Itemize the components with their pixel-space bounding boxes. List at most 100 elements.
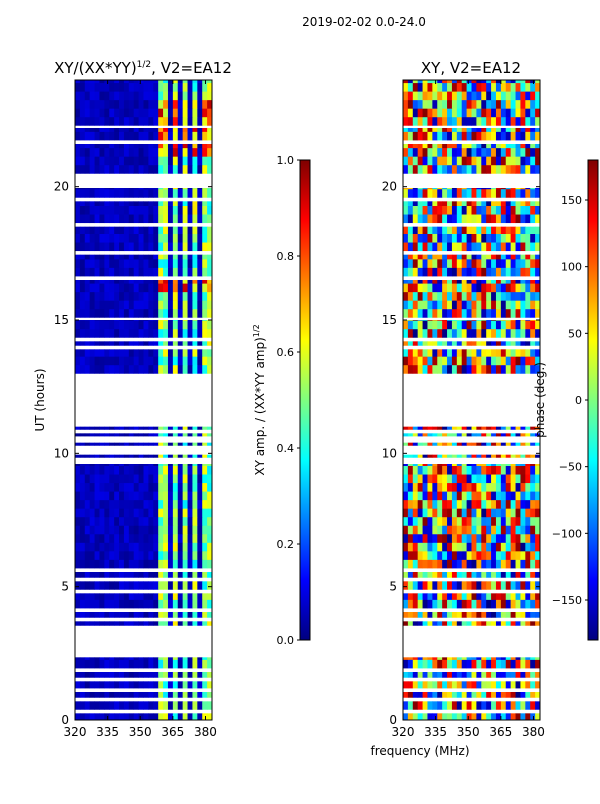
- phase-heatmap-cell: [422, 128, 428, 132]
- phase-heatmap-cell: [486, 612, 492, 618]
- amp-heatmap-cell: [197, 156, 203, 166]
- amp-heatmap-cell: [128, 533, 135, 543]
- amp-heatmap-cell: [84, 465, 91, 475]
- amp-heatmap-cell: [109, 465, 115, 475]
- amp-heatmap-cell: [153, 516, 159, 526]
- phase-heatmap-cell: [525, 308, 531, 318]
- amp-heatmap-cell: [94, 258, 100, 268]
- amp-heatmap-cell: [192, 226, 198, 234]
- phase-heatmap-cell: [495, 188, 502, 190]
- phase-heatmap-cell: [456, 128, 463, 132]
- phase-heatmap-cell: [437, 516, 443, 526]
- amp-heatmap-cell: [172, 533, 179, 543]
- amp-heatmap-cell: [148, 657, 154, 660]
- phase-heatmap-cell: [495, 91, 502, 101]
- phase-heatmap-cell: [427, 499, 433, 509]
- amp-heatmap-cell: [84, 164, 91, 174]
- phase-heatmap-cell: [486, 499, 492, 509]
- amp-heatmap-cell: [167, 572, 174, 578]
- amp-heatmap-cell: [123, 542, 130, 552]
- phase-heatmap-cell: [510, 144, 516, 149]
- amp-heatmap-cell: [94, 108, 100, 118]
- amp-heatmap-cell: [167, 91, 174, 101]
- phase-heatmap-cell: [417, 465, 423, 475]
- phase-heatmap-cell: [422, 672, 428, 678]
- phase-heatmap-cell: [442, 308, 448, 318]
- amp-heatmap-cell: [79, 701, 86, 710]
- amp-heatmap-cell: [104, 214, 110, 224]
- amp-heatmap-cell: [94, 341, 100, 346]
- amp-heatmap-cell: [172, 300, 179, 310]
- amp-heatmap-cell: [197, 291, 203, 301]
- phase-heatmap-cell: [451, 491, 458, 501]
- amp-heatmap-cell: [94, 291, 100, 301]
- amp-heatmap-cell: [109, 433, 115, 437]
- amp-heatmap-cell: [79, 258, 86, 268]
- colorbar-tick-label: 50: [568, 327, 582, 340]
- amp-heatmap-cell: [79, 128, 86, 132]
- phase-heatmap-cell: [510, 349, 516, 357]
- amp-heatmap-cells: [75, 80, 213, 721]
- amp-heatmap-cell: [182, 128, 188, 132]
- phase-heatmap-cell: [451, 91, 458, 101]
- phase-heatmap-cell: [417, 267, 423, 277]
- amp-heatmap-cell: [133, 681, 139, 689]
- phase-heatmap-cell: [495, 205, 502, 215]
- phase-heatmap-cell: [510, 128, 516, 132]
- amp-heatmap-cell: [75, 533, 81, 543]
- phase-heatmap-cell: [466, 308, 472, 318]
- phase-heatmap-cell: [403, 681, 409, 689]
- phase-heatmap-cell: [500, 349, 507, 357]
- amp-heatmap-cell: [79, 349, 86, 357]
- phase-heatmap-cell: [520, 593, 526, 600]
- phase-heatmap-cell: [486, 131, 492, 141]
- amp-heatmap-cell: [192, 465, 198, 475]
- amp-heatmap-cell: [187, 320, 193, 321]
- phase-heatmap-cell: [515, 128, 521, 132]
- phase-heatmap-cell: [471, 214, 477, 224]
- amp-heatmap-cell: [172, 108, 179, 118]
- phase-heatmap-cell: [510, 657, 516, 660]
- phase-heatmap-cell: [427, 454, 433, 458]
- phase-heatmap-cell: [486, 559, 492, 569]
- amp-heatmap-cell: [114, 128, 120, 132]
- phase-heatmap-cell: [466, 659, 472, 669]
- phase-heatmap-cell: [442, 599, 448, 609]
- phase-heatmap-cell: [481, 201, 487, 206]
- amp-heatmap-cell: [114, 188, 120, 198]
- amp-heatmap-cell: [187, 474, 193, 484]
- amp-heatmap-cell: [109, 426, 115, 430]
- phase-heatmap-cell: [437, 349, 443, 357]
- phase-heatmap-cell: [407, 164, 414, 174]
- phase-heatmap-cell: [476, 116, 482, 126]
- amp-heatmap-cell: [89, 99, 95, 109]
- amp-heatmap-cell: [79, 267, 86, 277]
- phase-heatmap-cell: [447, 233, 453, 243]
- phase-heatmap-cell: [530, 692, 536, 698]
- phase-heatmap-cell: [437, 258, 443, 268]
- phase-heatmap-cell: [461, 226, 467, 234]
- phase-heatmap-cell: [505, 442, 512, 446]
- phase-heatmap-cell: [476, 254, 482, 260]
- amp-heatmap-cell: [182, 692, 188, 698]
- phase-heatmap-cell: [442, 280, 448, 284]
- phase-heatmap-cell: [481, 280, 487, 284]
- amp-heatmap-cell: [114, 283, 120, 293]
- phase-heatmap-cell: [407, 226, 414, 234]
- amp-heatmap-cell: [177, 581, 184, 590]
- phase-heatmap-cell: [471, 144, 477, 149]
- phase-heatmap-cell: [476, 300, 482, 310]
- phase-heatmap-cell: [500, 205, 507, 215]
- amp-heatmap-cell: [197, 144, 203, 149]
- phase-heatmap-cell: [481, 482, 487, 492]
- amp-heatmap-cell: [197, 267, 203, 277]
- amp-heatmap-cell: [79, 692, 86, 698]
- amp-heatmap-cell: [89, 356, 95, 366]
- phase-heatmap-cell: [471, 508, 477, 518]
- amp-heatmap-cell: [148, 280, 154, 284]
- phase-heatmap-cell: [417, 280, 423, 284]
- amp-heatmap-cell: [119, 258, 125, 268]
- amp-heatmap-cell: [207, 280, 213, 284]
- phase-heatmap-cell: [500, 188, 507, 190]
- amp-heatmap-cell: [138, 454, 144, 458]
